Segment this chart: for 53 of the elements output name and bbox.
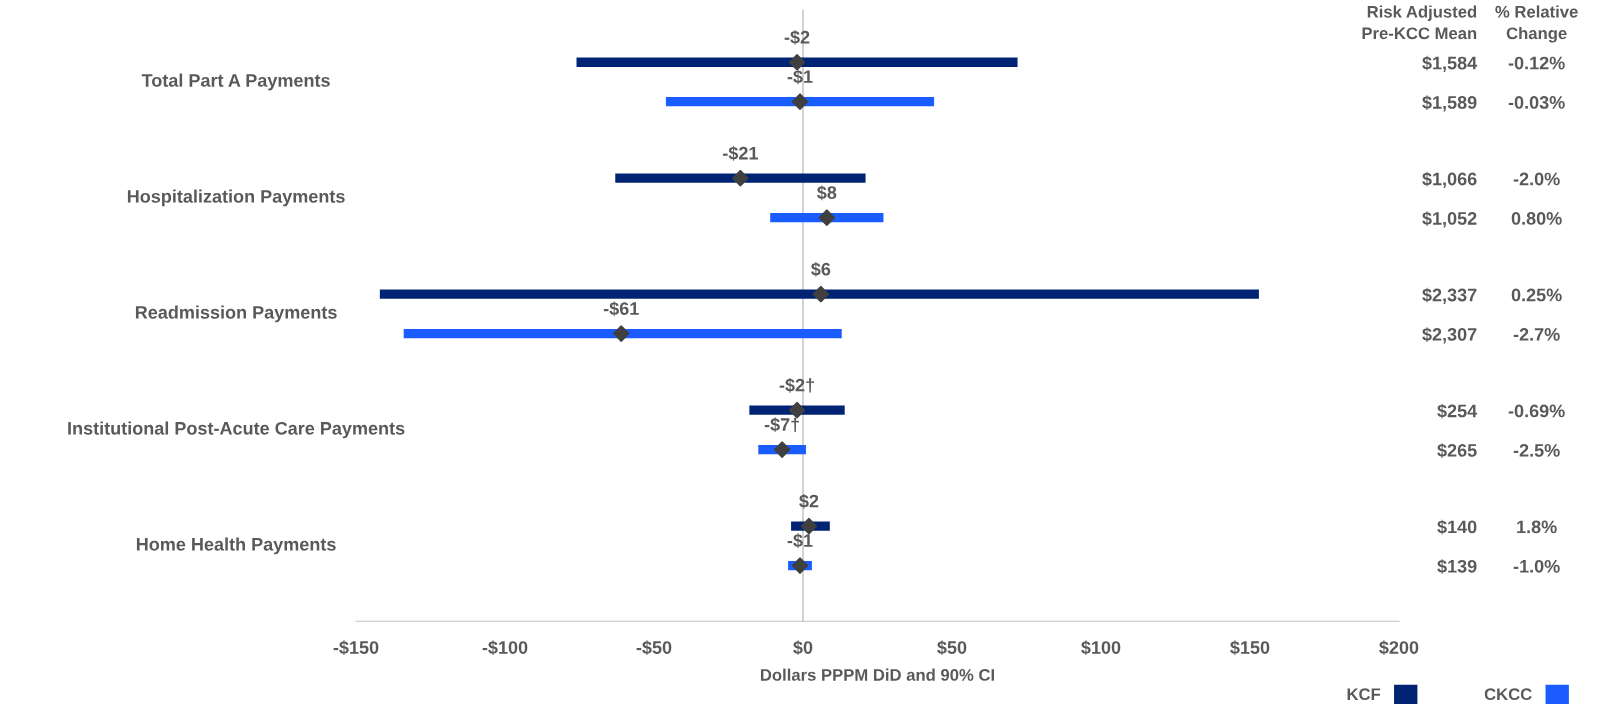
data-label: -$7† [764, 417, 799, 433]
bar [403, 328, 842, 339]
x-tick-label: -$100 [482, 640, 528, 656]
x-tick-label: $150 [1230, 640, 1270, 656]
data-label: $2 [799, 493, 819, 509]
text: % Relative Change [1495, 5, 1578, 43]
data-label: -$1 [787, 533, 813, 549]
y-tick-label: Readmission Payments [135, 305, 337, 323]
text: -1.0% [1513, 559, 1560, 573]
text: -2.7% [1513, 328, 1560, 341]
bar [615, 173, 866, 183]
bar [576, 57, 1018, 67]
data-label: -$2 [784, 30, 810, 45]
text: 0.25% [1511, 288, 1562, 302]
text: $254 [1437, 403, 1478, 419]
text: $140 [1437, 519, 1477, 535]
bar [665, 97, 935, 107]
data-label: $6 [811, 261, 831, 277]
x-tick-label: $200 [1379, 640, 1419, 656]
text: -0.12% [1508, 56, 1565, 70]
data-label: -$21 [723, 146, 758, 161]
legend-label: KCF [1347, 688, 1381, 701]
text: -0.03% [1508, 96, 1565, 109]
text: $2,337 [1422, 287, 1477, 304]
text: $2,307 [1422, 327, 1477, 344]
y-tick-label: Total Part A Payments [141, 73, 330, 91]
text: 1.8% [1517, 520, 1557, 534]
data-label: -$2† [779, 377, 814, 393]
data-label: -$1 [787, 69, 813, 85]
data-label: $8 [817, 185, 837, 201]
y-tick-label: Institutional Post-Acute Care Payments [68, 421, 405, 439]
text: $1,589 [1422, 95, 1477, 112]
data-label: -$61 [603, 301, 639, 317]
y-tick-label: Hospitalization Payments [127, 189, 345, 207]
text: $1,052 [1422, 211, 1477, 228]
x-tick-label: $0 [793, 640, 813, 656]
text: -2.0% [1513, 172, 1560, 186]
y-tick-label: Home Health Payments [136, 537, 336, 555]
text: $265 [1437, 443, 1477, 458]
text: $139 [1437, 559, 1477, 574]
x-tick-label: $100 [1081, 640, 1121, 656]
x-tick-label: -$150 [333, 640, 379, 656]
x-tick-label: $50 [937, 640, 967, 656]
x-tick-label: -$50 [636, 640, 672, 656]
annotation: Risk Adjusted Pre-KCC Mean [1362, 5, 1477, 40]
text: 0.80% [1511, 212, 1562, 225]
legend-label: CKCC [1484, 688, 1532, 701]
bar [379, 289, 1259, 299]
text: $1,584 [1422, 55, 1478, 73]
x-axis-title: Dollars PPPM DiD and 90% CI [760, 668, 994, 681]
text: -2.5% [1513, 443, 1560, 457]
text: -0.69% [1508, 404, 1565, 418]
text: $1,066 [1422, 171, 1477, 188]
